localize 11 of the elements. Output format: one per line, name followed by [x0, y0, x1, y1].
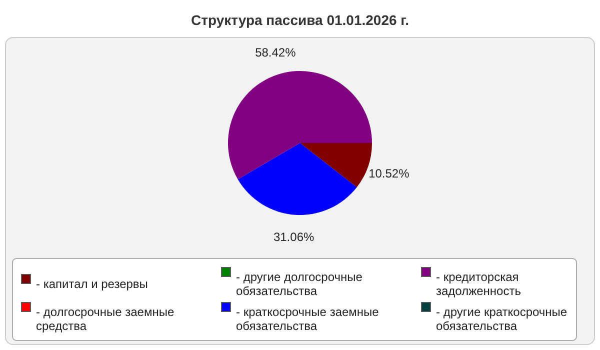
legend-label: - долгосрочные заемные средства: [36, 305, 174, 333]
legend-label: - другие краткосрочные обязательства: [436, 305, 568, 333]
chart-title: Структура пассива 01.01.2026 г.: [190, 11, 410, 30]
legend-label: - другие долгосрочные обязательства: [236, 270, 363, 298]
pie-slice: [238, 143, 357, 215]
data-label: 31.06%: [273, 230, 314, 244]
data-label: 10.52%: [368, 166, 410, 181]
legend-label: - капитал и резервы: [36, 277, 148, 291]
legend-label: - краткосрочные заемные обязательства: [236, 305, 380, 333]
legend-label: - кредиторская задолженность: [436, 270, 521, 298]
data-label: 58.42%: [255, 45, 296, 60]
